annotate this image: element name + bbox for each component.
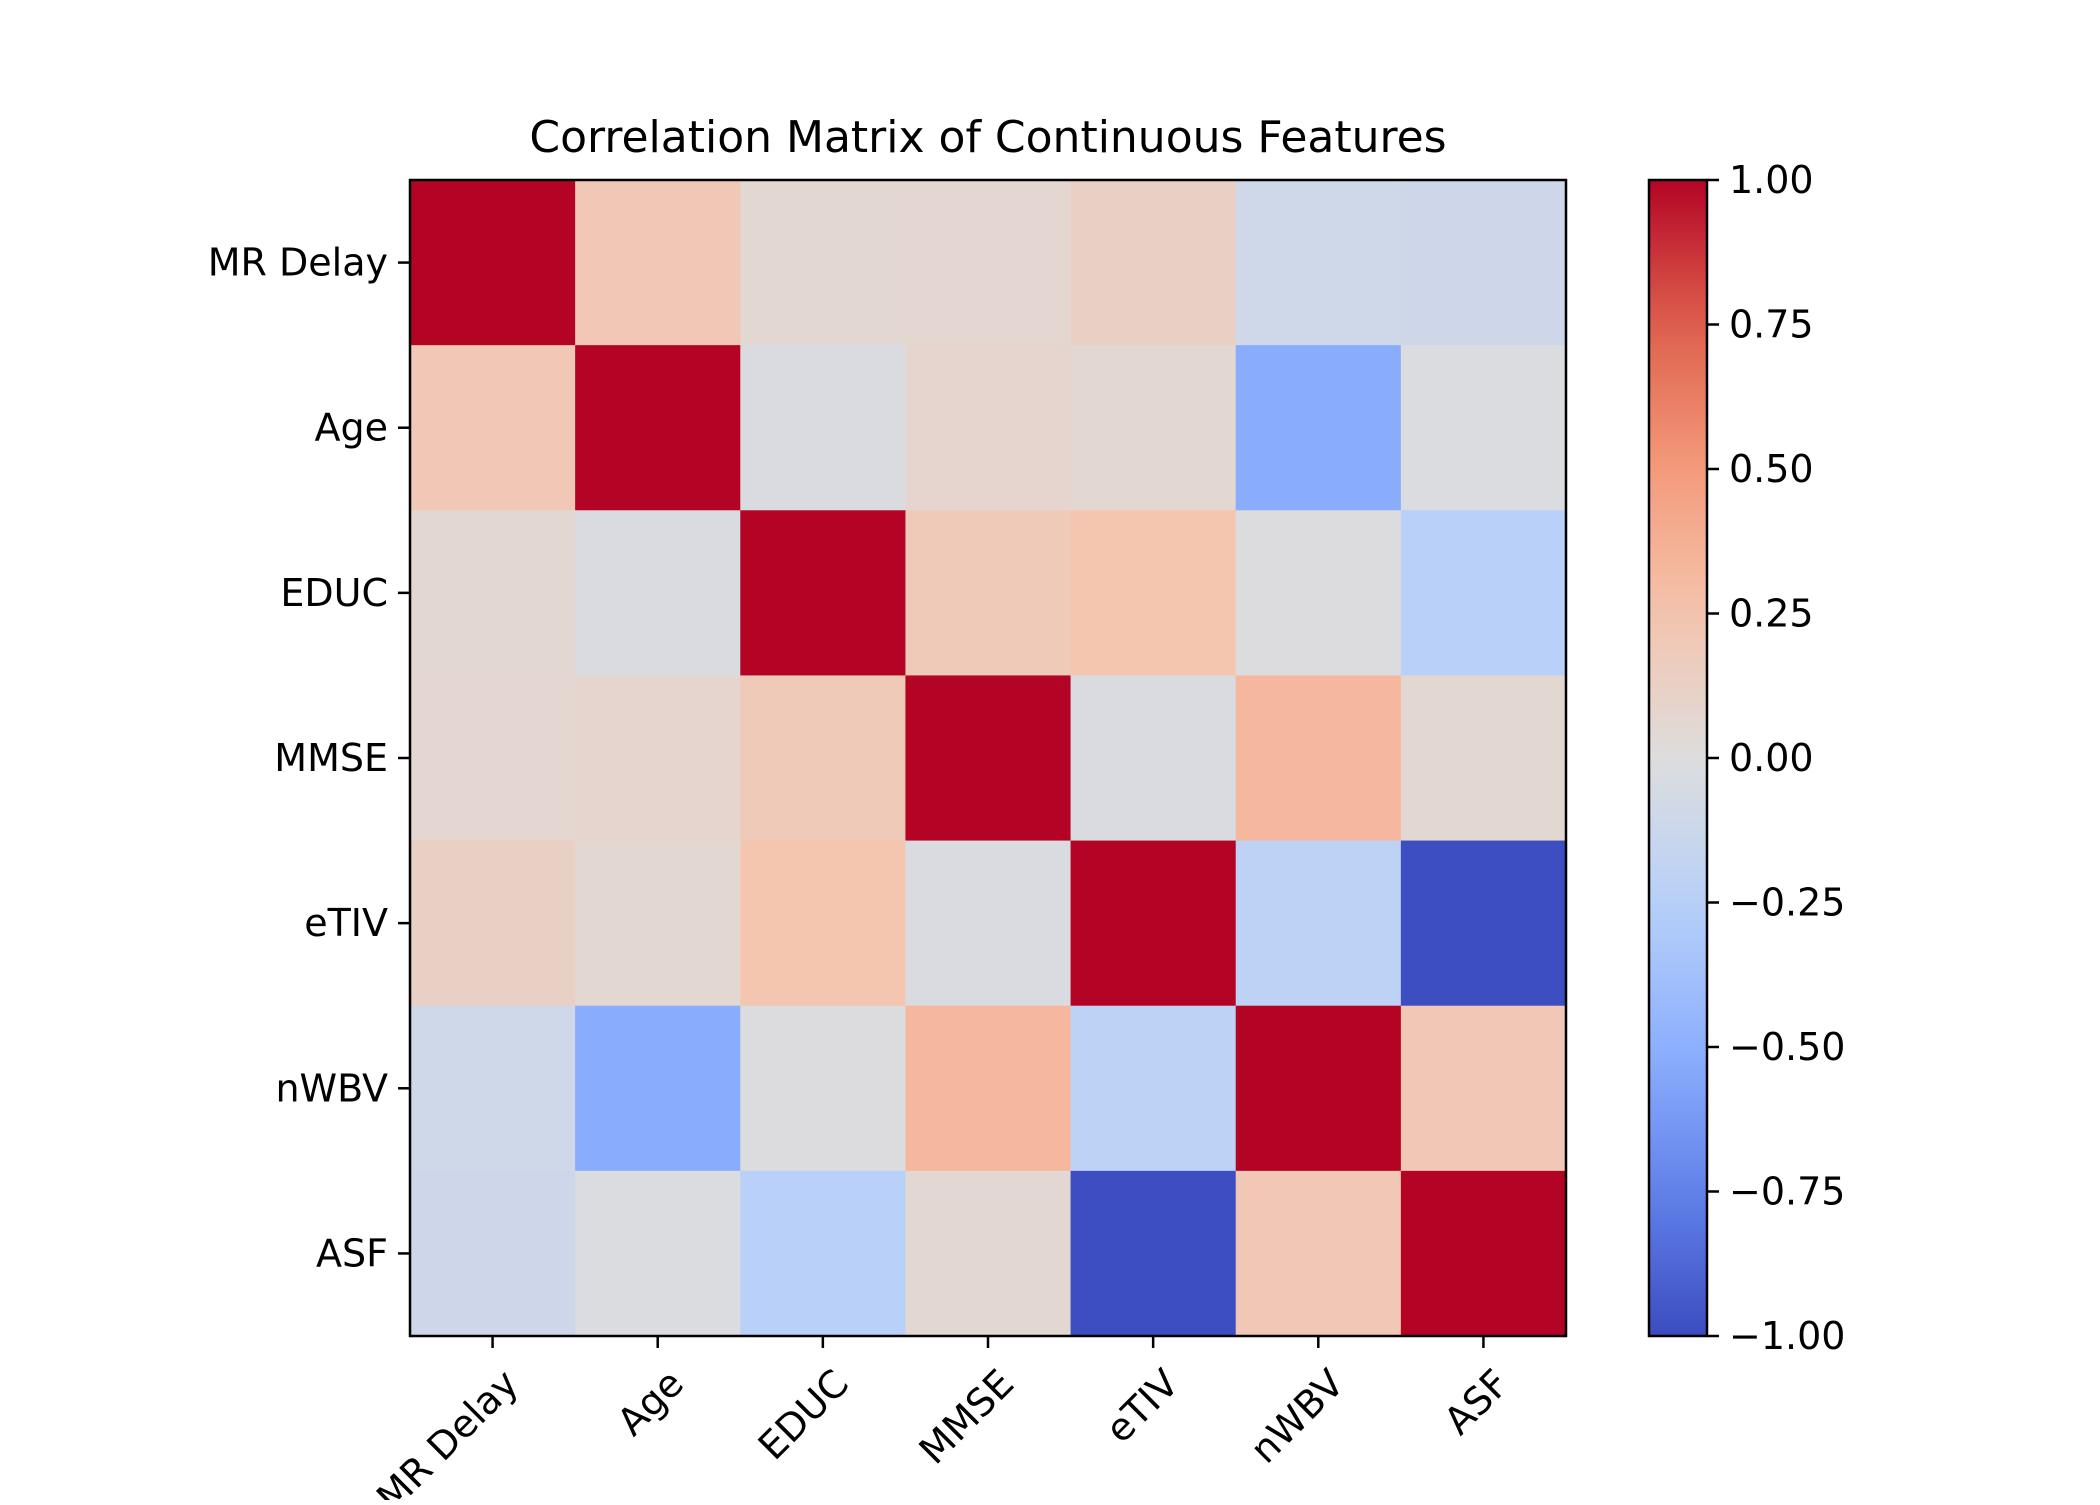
y-tick-label: Age bbox=[315, 406, 389, 450]
x-tick-label: MR Delay bbox=[368, 1361, 527, 1500]
heatmap-cell bbox=[575, 840, 741, 1007]
heatmap-cell bbox=[1400, 675, 1567, 842]
heatmap-cell bbox=[1235, 840, 1402, 1007]
colorbar-tick-label: 0.50 bbox=[1729, 447, 1814, 491]
heatmap-cell bbox=[905, 1170, 1072, 1337]
heatmap-cell bbox=[905, 180, 1072, 346]
colorbar-tick-label: −0.50 bbox=[1729, 1025, 1845, 1069]
heatmap-cell bbox=[740, 345, 907, 511]
heatmap-cell bbox=[410, 180, 576, 346]
x-tick-label: eTIV bbox=[1097, 1361, 1187, 1451]
heatmap-cell bbox=[1400, 840, 1567, 1007]
y-axis-tick-labels: MR Delay Age EDUC MMSE eTIV nWBV ASF bbox=[208, 241, 410, 1275]
heatmap-cell bbox=[1070, 510, 1237, 677]
heatmap-cell bbox=[1235, 1170, 1402, 1337]
x-tick-label: MMSE bbox=[911, 1361, 1023, 1473]
colorbar-tick-label: 0.75 bbox=[1729, 303, 1814, 347]
heatmap-cell bbox=[410, 510, 576, 677]
heatmap-cell bbox=[1400, 1170, 1567, 1337]
heatmap-cell bbox=[905, 1005, 1072, 1172]
heatmap-cell bbox=[410, 1005, 576, 1172]
colorbar-tick-label: −1.00 bbox=[1729, 1314, 1845, 1358]
y-tick-label: ASF bbox=[316, 1231, 388, 1275]
x-tick-label: EDUC bbox=[750, 1361, 857, 1468]
heatmap-cell bbox=[740, 510, 907, 677]
chart-title: Correlation Matrix of Continuous Feature… bbox=[529, 112, 1446, 163]
heatmap-cell bbox=[740, 180, 907, 346]
heatmap-cell bbox=[575, 1005, 741, 1172]
heatmap-cell bbox=[1235, 180, 1402, 346]
heatmap-cell bbox=[1070, 1005, 1237, 1172]
heatmap-cell bbox=[1070, 345, 1237, 511]
heatmap-cell bbox=[740, 675, 907, 842]
heatmap-cell bbox=[905, 510, 1072, 677]
y-tick-label: MMSE bbox=[274, 736, 388, 780]
heatmap-cell bbox=[575, 1170, 741, 1337]
y-tick-label: MR Delay bbox=[208, 241, 388, 285]
y-tick-label: nWBV bbox=[275, 1066, 388, 1110]
heatmap-cell bbox=[575, 180, 741, 346]
heatmap-cell bbox=[1235, 345, 1402, 511]
heatmap-cell bbox=[1400, 180, 1567, 346]
heatmap-cell bbox=[905, 840, 1072, 1007]
heatmap-cell bbox=[1400, 510, 1567, 677]
heatmap-cell bbox=[410, 840, 576, 1007]
colorbar-tick-label: 0.25 bbox=[1729, 592, 1814, 636]
heatmap-cell bbox=[1235, 1005, 1402, 1172]
heatmap-cell bbox=[740, 1005, 907, 1172]
heatmap-cell bbox=[575, 675, 741, 842]
heatmap-cell bbox=[1235, 675, 1402, 842]
heatmap-cells bbox=[410, 180, 1567, 1337]
x-tick-label: Age bbox=[609, 1361, 692, 1444]
heatmap-cell bbox=[905, 675, 1072, 842]
heatmap-cell bbox=[1070, 180, 1237, 346]
heatmap-cell bbox=[410, 675, 576, 842]
colorbar bbox=[1647, 178, 1709, 1338]
heatmap-cell bbox=[905, 345, 1072, 511]
heatmap-cell bbox=[1235, 510, 1402, 677]
heatmap-cell bbox=[575, 345, 741, 511]
colorbar-tick-labels: 1.00 0.75 0.50 0.25 0.00 −0.25 −0.50 −0.75 −1.00 bbox=[1707, 158, 1845, 1358]
heatmap-cell bbox=[410, 1170, 576, 1337]
heatmap-cell bbox=[1070, 840, 1237, 1007]
colorbar-tick-label: −0.25 bbox=[1729, 881, 1845, 925]
colorbar-tick-label: −0.75 bbox=[1729, 1170, 1845, 1214]
heatmap-cell bbox=[410, 345, 576, 511]
x-axis-tick-labels: MR Delay Age EDUC MMSE eTIV nWBV ASF bbox=[368, 1336, 1518, 1505]
y-tick-label: eTIV bbox=[304, 901, 388, 945]
colorbar-tick-label: 0.00 bbox=[1729, 736, 1814, 780]
heatmap-cell bbox=[740, 840, 907, 1007]
heatmap-cell bbox=[1070, 675, 1237, 842]
colorbar-tick-label: 1.00 bbox=[1729, 158, 1814, 202]
heatmap-cell bbox=[1070, 1170, 1237, 1337]
heatmap-cell bbox=[740, 1170, 907, 1337]
heatmap-cell bbox=[1400, 345, 1567, 511]
x-tick-label: nWBV bbox=[1242, 1361, 1353, 1472]
heatmap-cell bbox=[575, 510, 741, 677]
x-tick-label: ASF bbox=[1436, 1361, 1518, 1443]
colorbar-gradient bbox=[1649, 180, 1707, 1336]
heatmap-cell bbox=[1400, 1005, 1567, 1172]
y-tick-label: EDUC bbox=[280, 571, 388, 615]
